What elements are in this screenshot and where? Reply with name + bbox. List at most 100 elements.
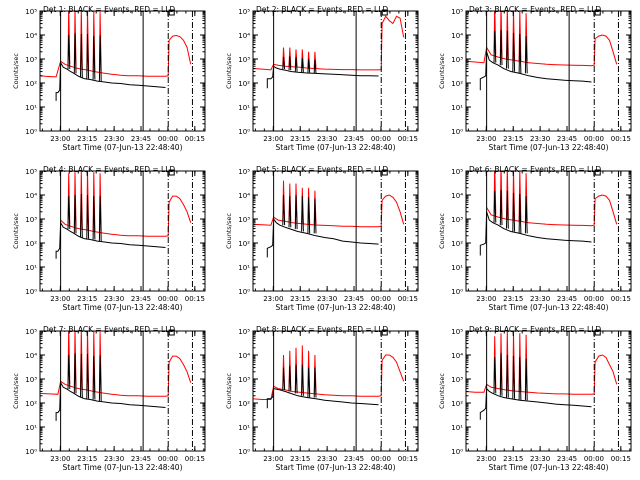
- panel-title: Det 9: BLACK = Events, RED = LLD: [469, 325, 601, 334]
- y-tick-label: 10⁵: [451, 328, 463, 336]
- plot-frame: [252, 170, 419, 292]
- panel-title: Det 5: BLACK = Events, RED = LLD: [256, 165, 388, 174]
- square-marker: [381, 329, 388, 336]
- x-tick-label: 23:30: [317, 135, 337, 143]
- x-tick-label: 00:15: [611, 455, 631, 463]
- y-axis-label: Counts/sec: [12, 53, 20, 89]
- y-tick-label: 10³: [451, 376, 463, 384]
- x-tick-label: 00:00: [158, 455, 178, 463]
- events-spike: [499, 190, 503, 226]
- y-tick-label: 10³: [451, 216, 463, 224]
- x-tick-label: 23:45: [344, 135, 364, 143]
- y-tick-label: 10²: [25, 240, 37, 248]
- x-axis-label: Start Time (07-Jun-13 22:48:40): [63, 303, 183, 312]
- x-tick-label: 23:30: [317, 295, 337, 303]
- events-spike: [294, 194, 298, 230]
- events-trace-line: [479, 211, 592, 256]
- events-trace-line: [266, 217, 379, 258]
- panel-title: Det 1: BLACK = Events, RED = LLD: [43, 5, 175, 14]
- y-tick-label: 10⁴: [451, 192, 463, 200]
- x-axis-label: Start Time (07-Jun-13 22:48:40): [276, 463, 396, 472]
- plot-frame: [39, 10, 206, 132]
- x-tick-label: 00:00: [371, 295, 391, 303]
- y-tick-label: 10²: [25, 80, 37, 88]
- events-spike: [307, 367, 311, 398]
- y-tick-label: 10¹: [238, 264, 250, 272]
- plot-frame: [39, 330, 206, 452]
- events-spike: [294, 364, 298, 394]
- y-axis-label: Counts/sec: [225, 53, 233, 89]
- x-tick-label: 23:15: [290, 135, 310, 143]
- y-tick-label: 10⁰: [238, 128, 250, 136]
- events-spike: [301, 196, 304, 232]
- y-axis-label: Counts/sec: [12, 373, 20, 409]
- x-axis-label: Start Time (07-Jun-13 22:48:40): [489, 143, 609, 152]
- y-tick-label: 10⁵: [25, 168, 37, 176]
- panel-det-9: 10⁰ 10¹ 10² 10³ 10⁴ 10⁵ 23:00 23:15 23:30 23:45 00…: [438, 325, 632, 472]
- square-marker: [168, 9, 175, 16]
- events-spike: [493, 357, 497, 394]
- x-tick-label: 23:45: [344, 295, 364, 303]
- events-spike: [282, 194, 286, 226]
- x-tick-label: 00:15: [185, 135, 205, 143]
- y-axis-label: Counts/sec: [438, 213, 446, 249]
- y-tick-label: 10⁴: [238, 32, 250, 40]
- plot-frame: [465, 10, 632, 132]
- events-spike: [294, 57, 298, 72]
- x-tick-label: 23:30: [317, 455, 337, 463]
- y-tick-label: 10⁴: [451, 352, 463, 360]
- panel-det-5: 10⁰ 10¹ 10² 10³ 10⁴ 10⁵ 23:00 23:15 23:30 23:45 00…: [225, 165, 419, 312]
- square-marker: [168, 329, 175, 336]
- events-spike: [518, 357, 522, 401]
- lld-trace-line: [253, 354, 405, 400]
- y-axis-label: Counts/sec: [12, 213, 20, 249]
- y-tick-label: 10⁰: [238, 288, 250, 296]
- y-tick-label: 10¹: [451, 264, 463, 272]
- events-spike: [499, 353, 503, 396]
- x-tick-label: 23:15: [503, 295, 523, 303]
- panel-title: Det 7: BLACK = Events, RED = LLD: [43, 325, 175, 334]
- panel-det-7: 10⁰ 10¹ 10² 10³ 10⁴ 10⁵ 23:00 23:15 23:30 23:45 00…: [12, 325, 206, 472]
- x-tick-label: 23:15: [503, 455, 523, 463]
- plot-frame: [252, 10, 419, 132]
- y-axis-label: Counts/sec: [225, 373, 233, 409]
- events-spike: [86, 33, 90, 79]
- y-tick-label: 10²: [238, 80, 250, 88]
- x-tick-label: 23:00: [50, 135, 70, 143]
- events-spike: [98, 35, 102, 82]
- y-tick-label: 10⁰: [451, 128, 463, 136]
- x-tick-label: 23:15: [77, 295, 97, 303]
- y-tick-label: 10⁵: [238, 168, 250, 176]
- panel-title: Det 8: BLACK = Events, RED = LLD: [256, 325, 388, 334]
- events-spike: [506, 30, 509, 69]
- lld-trace-line: [466, 354, 618, 395]
- square-marker: [594, 169, 601, 176]
- x-tick-label: 23:30: [104, 135, 124, 143]
- y-tick-label: 10⁴: [238, 192, 250, 200]
- events-spike: [80, 33, 83, 78]
- events-trace-line: [266, 65, 379, 89]
- lld-trace-line: [253, 15, 405, 71]
- x-tick-label: 23:45: [344, 455, 364, 463]
- x-tick-label: 00:00: [371, 135, 391, 143]
- x-axis-label: Start Time (07-Jun-13 22:48:40): [489, 463, 609, 472]
- x-tick-label: 23:15: [77, 455, 97, 463]
- x-axis-label: Start Time (07-Jun-13 22:48:40): [489, 303, 609, 312]
- y-axis-label: Counts/sec: [438, 53, 446, 89]
- y-tick-label: 10⁰: [25, 448, 37, 456]
- events-spike: [524, 358, 528, 401]
- events-spike: [80, 193, 83, 238]
- y-tick-label: 10⁴: [25, 352, 37, 360]
- y-axis-label: Counts/sec: [225, 213, 233, 249]
- events-spike: [313, 367, 317, 398]
- lld-trace-line: [60, 195, 192, 237]
- y-axis-label: Counts/sec: [438, 373, 446, 409]
- events-spike: [288, 365, 292, 392]
- x-tick-label: 23:15: [77, 135, 97, 143]
- square-marker: [168, 169, 175, 176]
- events-spike: [512, 356, 516, 399]
- y-tick-label: 10²: [451, 240, 463, 248]
- y-tick-label: 10¹: [238, 104, 250, 112]
- x-tick-label: 00:15: [185, 455, 205, 463]
- plot-frame: [39, 170, 206, 292]
